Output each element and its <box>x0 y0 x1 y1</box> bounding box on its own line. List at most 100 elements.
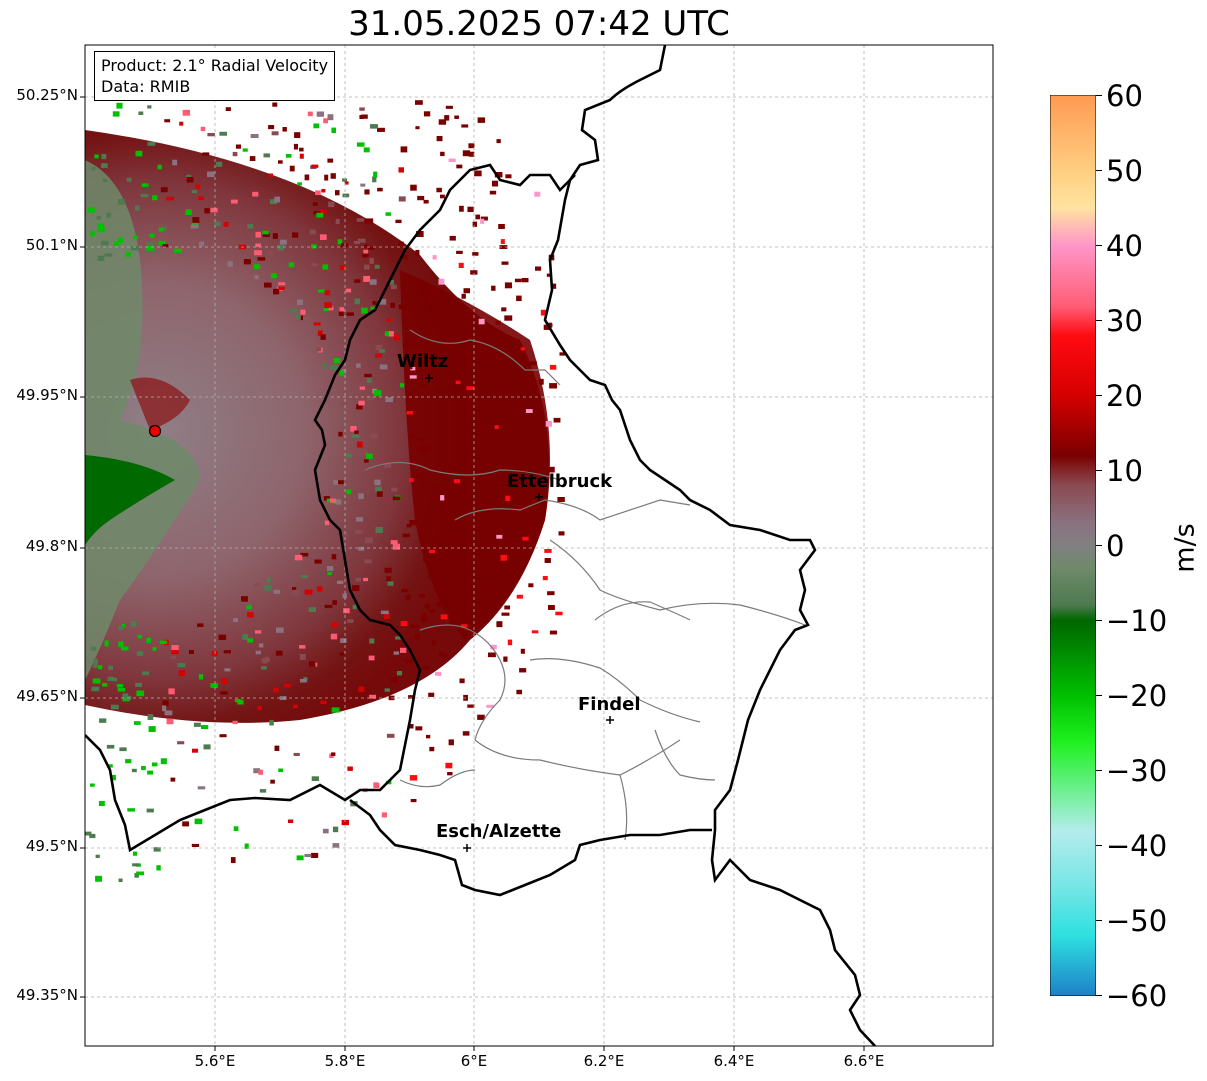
radar-pixel <box>488 652 496 658</box>
radar-pixel <box>558 531 565 536</box>
radar-pixel <box>492 588 498 592</box>
radar-pixel <box>299 645 306 649</box>
radar-pixel <box>407 390 414 396</box>
radar-pixel <box>197 623 204 628</box>
radar-pixel <box>323 118 328 124</box>
radar-pixel <box>378 298 387 305</box>
radar-pixel <box>90 783 95 787</box>
radar-pixel <box>370 433 378 439</box>
radar-pixel <box>383 613 391 619</box>
radar-pixel <box>399 383 405 388</box>
city-label-wiltz: Wiltz <box>397 351 449 372</box>
radar-pixel <box>405 658 413 663</box>
radar-pixel <box>395 636 402 640</box>
radar-pixel <box>377 187 383 192</box>
radar-pixel <box>354 298 361 305</box>
colorbar-tick-label: 60 <box>1106 79 1143 113</box>
lat-label: 49.8°N <box>25 537 78 555</box>
radar-pixel <box>230 199 238 204</box>
radar-pixel <box>417 437 425 441</box>
radar-pixel <box>223 650 231 654</box>
radar-pixel <box>230 857 236 864</box>
radar-pixel <box>125 759 132 764</box>
radar-pixel <box>335 190 340 196</box>
radar-pixel <box>375 486 382 493</box>
radar-pixel <box>262 233 270 237</box>
radar-pixel <box>449 235 456 241</box>
radar-pixel <box>406 411 414 415</box>
radar-pixel <box>253 768 260 774</box>
radar-pixel <box>506 462 512 468</box>
radar-pixel <box>374 264 380 269</box>
radar-pixel <box>494 172 503 178</box>
radar-pixel <box>548 323 553 327</box>
radar-pixel <box>257 257 266 261</box>
radar-pixel <box>433 484 441 489</box>
radar-pixel <box>227 261 233 267</box>
radar-pixel <box>312 202 318 206</box>
data-source-label: Data: RMIB <box>101 77 191 96</box>
radar-pixel <box>200 126 206 132</box>
radar-pixel <box>384 463 392 468</box>
radar-pixel <box>161 226 167 232</box>
radar-pixel <box>268 125 275 130</box>
radar-pixel <box>136 651 144 656</box>
radar-pixel <box>390 284 397 290</box>
radar-pixel <box>147 770 154 775</box>
radar-pixel <box>273 589 281 594</box>
lat-label: 49.5°N <box>25 837 78 855</box>
radar-pixel <box>255 243 261 248</box>
radar-pixel <box>363 577 369 582</box>
radar-pixel <box>152 646 157 651</box>
radar-pixel <box>380 610 389 615</box>
radar-pixel <box>119 747 127 752</box>
radar-pixel <box>422 665 431 670</box>
radar-pixel <box>130 621 137 627</box>
radar-pixel <box>255 630 262 634</box>
radar-pixel <box>334 358 341 364</box>
lat-label: 50.25°N <box>16 86 78 104</box>
radar-pixel <box>426 734 431 739</box>
lon-label: 6°E <box>460 1052 488 1070</box>
radar-pixel <box>166 718 174 725</box>
radar-pixel <box>341 533 349 537</box>
radar-pixel <box>384 331 390 337</box>
radar-pixel <box>288 819 294 823</box>
radar-pixel <box>335 480 344 485</box>
radar-pixel <box>138 111 144 115</box>
radar-pixel <box>470 270 478 275</box>
radar-pixel <box>462 350 471 356</box>
radar-pixel <box>445 292 451 298</box>
radar-pixel <box>133 235 139 240</box>
radar-pixel <box>331 707 340 713</box>
radar-pixel <box>341 369 347 374</box>
radar-pixel <box>91 646 96 651</box>
radar-pixel <box>369 694 377 699</box>
radar-pixel <box>500 239 505 245</box>
radar-pixel <box>423 199 429 204</box>
radar-pixel <box>122 696 130 702</box>
radar-pixel <box>317 330 323 337</box>
radar-pixel <box>436 136 443 142</box>
radar-pixel <box>292 232 299 238</box>
radar-pixel <box>284 683 291 688</box>
radar-pixel <box>162 700 169 707</box>
radar-pixel <box>102 178 108 183</box>
radar-pixel <box>445 299 451 304</box>
radar-pixel <box>375 353 382 358</box>
radar-pixel <box>182 109 191 116</box>
radar-pixel <box>233 826 239 831</box>
radar-pixel <box>482 520 491 526</box>
radar-pixel <box>477 714 485 720</box>
radar-pixel <box>542 576 548 581</box>
axes-frame <box>84 44 994 1047</box>
radar-pixel <box>292 589 300 596</box>
radar-pixel <box>195 184 201 189</box>
radar-pixel <box>324 520 330 526</box>
radar-pixel <box>114 241 119 246</box>
radar-pixel <box>117 198 125 205</box>
radar-pixel <box>278 768 284 773</box>
city-label-esch: Esch/Alzette <box>436 821 562 842</box>
radar-pixel <box>516 594 523 599</box>
radar-pixel <box>398 167 404 173</box>
